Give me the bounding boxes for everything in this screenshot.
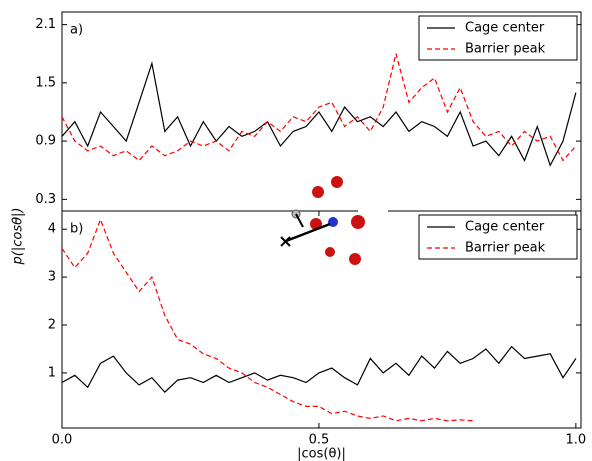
y-axis-label: p(|cosθ|) [11, 208, 26, 266]
data-line [61, 61, 577, 167]
panel-label: b) [70, 222, 83, 237]
atom [349, 253, 361, 265]
legend-box [418, 15, 578, 61]
legend-box [418, 214, 578, 260]
y-tick-label: 0.9 [35, 134, 56, 149]
atom [351, 215, 365, 229]
atom [325, 247, 335, 257]
legend-label: Cage center [465, 220, 545, 235]
arrow [295, 213, 304, 228]
x-tick-label: 1.0 [566, 433, 587, 448]
panel-label: a) [70, 23, 83, 38]
atom [331, 176, 343, 188]
y-tick-label: 1 [48, 365, 56, 380]
legend-label: Cage center [465, 21, 545, 36]
data-line [61, 53, 577, 162]
cross [280, 236, 291, 247]
legend: Cage center Barrier peak [418, 15, 578, 61]
inset-illustration [280, 176, 388, 265]
x-axis-label: |cos(θ)| [297, 447, 346, 461]
y-tick-label: 3 [48, 270, 56, 285]
x-tick-label: 0.5 [309, 433, 330, 448]
inset-background [358, 200, 388, 220]
legend-label: Barrier peak [465, 241, 546, 256]
y-tick-label: 1.5 [35, 75, 56, 90]
data-line [61, 217, 474, 422]
data-line [61, 345, 577, 393]
atom [312, 186, 324, 198]
legend-label: Barrier peak [465, 42, 546, 57]
legend: Cage center Barrier peak [418, 214, 578, 260]
arrow [285, 222, 331, 243]
atom [328, 217, 338, 227]
y-tick-label: 4 [48, 222, 56, 237]
plot-frame [61, 210, 582, 429]
x-tick-label: 0.0 [52, 433, 73, 448]
y-tick-label: 2.1 [35, 17, 56, 32]
y-tick-label: 2 [48, 318, 56, 333]
y-tick-label: 0.3 [35, 192, 56, 207]
